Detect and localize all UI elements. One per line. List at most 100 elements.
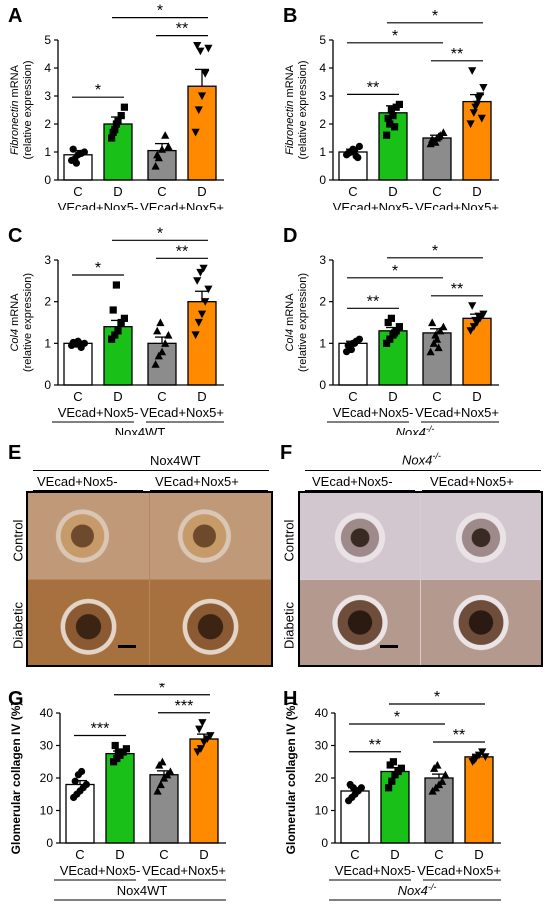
histology-f-control-nox5-minus bbox=[300, 493, 420, 579]
data-point bbox=[385, 784, 393, 792]
group-label: VEcad+Nox5+ bbox=[417, 863, 501, 878]
histology-f-col-2: VEcad+Nox5+ bbox=[430, 474, 514, 489]
y-tick-label: 1 bbox=[44, 336, 51, 350]
data-point bbox=[433, 760, 442, 769]
x-category-label: D bbox=[113, 184, 122, 199]
data-point bbox=[466, 120, 475, 129]
data-point bbox=[196, 268, 205, 277]
group-label: VEcad+Nox5+ bbox=[415, 405, 499, 420]
data-point bbox=[389, 112, 397, 120]
data-point bbox=[466, 327, 475, 335]
y-tick-label: 4 bbox=[44, 61, 51, 75]
y-tick-label: 2 bbox=[44, 117, 51, 131]
genotype-name: Nox4 bbox=[396, 425, 426, 435]
panel-label-c: C bbox=[8, 225, 22, 247]
significance-label: * bbox=[159, 683, 165, 697]
data-point bbox=[386, 120, 394, 128]
y-axis-gene: Fibronectin bbox=[9, 97, 21, 154]
data-point bbox=[117, 112, 125, 120]
data-point bbox=[395, 323, 403, 331]
data-point bbox=[109, 128, 117, 136]
data-point bbox=[206, 732, 215, 740]
y-axis-unit: mRNA bbox=[9, 293, 21, 326]
group-label: VEcad+Nox5+ bbox=[140, 405, 224, 420]
data-point bbox=[474, 95, 483, 103]
histology-e-diabetic-nox5-minus bbox=[28, 580, 149, 665]
significance-label: * bbox=[432, 243, 438, 260]
group-label: VEcad+Nox5- bbox=[58, 405, 139, 420]
data-point bbox=[468, 67, 477, 75]
y-tick-label: 2 bbox=[44, 295, 51, 309]
x-category-label: D bbox=[472, 184, 481, 199]
histology-e-col-2: VEcad+Nox5+ bbox=[155, 474, 239, 489]
data-point bbox=[432, 335, 442, 343]
significance-label: * bbox=[95, 260, 101, 277]
y-tick-label: 10 bbox=[315, 804, 329, 818]
significance-label: ** bbox=[369, 737, 381, 754]
y-tick-label: 3 bbox=[319, 253, 326, 267]
data-point bbox=[204, 44, 213, 53]
y-tick-label: 0 bbox=[44, 378, 51, 392]
data-point bbox=[351, 339, 359, 347]
data-point bbox=[80, 148, 88, 156]
y-tick-label: 5 bbox=[44, 33, 51, 47]
data-point bbox=[481, 753, 490, 761]
x-category-label: D bbox=[472, 389, 481, 404]
x-category-label: C bbox=[73, 184, 82, 199]
x-category-label: C bbox=[348, 389, 357, 404]
data-point bbox=[474, 312, 483, 321]
data-point bbox=[191, 331, 200, 340]
data-point bbox=[479, 84, 488, 92]
panel-label-b: B bbox=[283, 5, 297, 27]
data-point bbox=[204, 285, 213, 294]
data-point bbox=[383, 339, 391, 347]
y-axis-unit: mRNA bbox=[284, 293, 296, 326]
y-tick-label: 0 bbox=[321, 836, 328, 850]
data-point bbox=[109, 306, 117, 314]
bar-3 bbox=[149, 774, 179, 844]
data-point bbox=[153, 786, 162, 795]
histology-f-col-line-2 bbox=[422, 490, 540, 491]
group-label: VEcad+Nox5- bbox=[60, 863, 141, 878]
data-point bbox=[391, 329, 399, 337]
data-point bbox=[477, 114, 486, 123]
bar-2 bbox=[105, 752, 135, 844]
histology-f-genotype: Nox4-/- bbox=[402, 451, 441, 468]
x-category-label: D bbox=[115, 847, 124, 862]
data-point bbox=[387, 314, 395, 322]
group-label: VEcad+Nox5+ bbox=[140, 200, 224, 210]
data-point bbox=[114, 748, 122, 756]
significance-label: * bbox=[95, 82, 101, 99]
genotype-label: Nox4-/- bbox=[398, 882, 437, 898]
y-axis-unit: mRNA bbox=[9, 64, 21, 97]
data-point bbox=[161, 131, 170, 139]
bar-1 bbox=[63, 342, 93, 386]
y-tick-label: 2 bbox=[319, 117, 326, 131]
data-point bbox=[201, 298, 210, 306]
data-point bbox=[199, 264, 208, 273]
bar-4 bbox=[462, 317, 492, 386]
data-point bbox=[426, 347, 435, 356]
histology-f-row-control: Control bbox=[281, 519, 297, 562]
data-point bbox=[112, 281, 120, 289]
histology-e-row-control: Control bbox=[10, 519, 26, 562]
data-point bbox=[164, 330, 173, 339]
data-point bbox=[153, 326, 162, 335]
data-point bbox=[196, 745, 205, 753]
data-point bbox=[384, 318, 392, 327]
panel-label-f: F bbox=[280, 442, 293, 464]
data-point bbox=[198, 719, 207, 727]
data-point bbox=[441, 770, 450, 779]
group-label: VEcad+Nox5- bbox=[333, 200, 414, 210]
genotype-label: Nox4WT bbox=[117, 883, 168, 898]
data-point bbox=[78, 767, 86, 776]
data-point bbox=[72, 340, 80, 348]
significance-label: ** bbox=[367, 293, 379, 310]
histology-e-control-nox5-plus bbox=[150, 493, 271, 579]
scale-bar-f bbox=[380, 645, 398, 648]
group-label: VEcad+Nox5- bbox=[333, 405, 414, 420]
y-tick-label: 3 bbox=[44, 253, 51, 267]
significance-label: ** bbox=[367, 79, 379, 96]
histology-e-control-nox5-minus bbox=[28, 493, 149, 579]
data-point bbox=[431, 138, 440, 146]
